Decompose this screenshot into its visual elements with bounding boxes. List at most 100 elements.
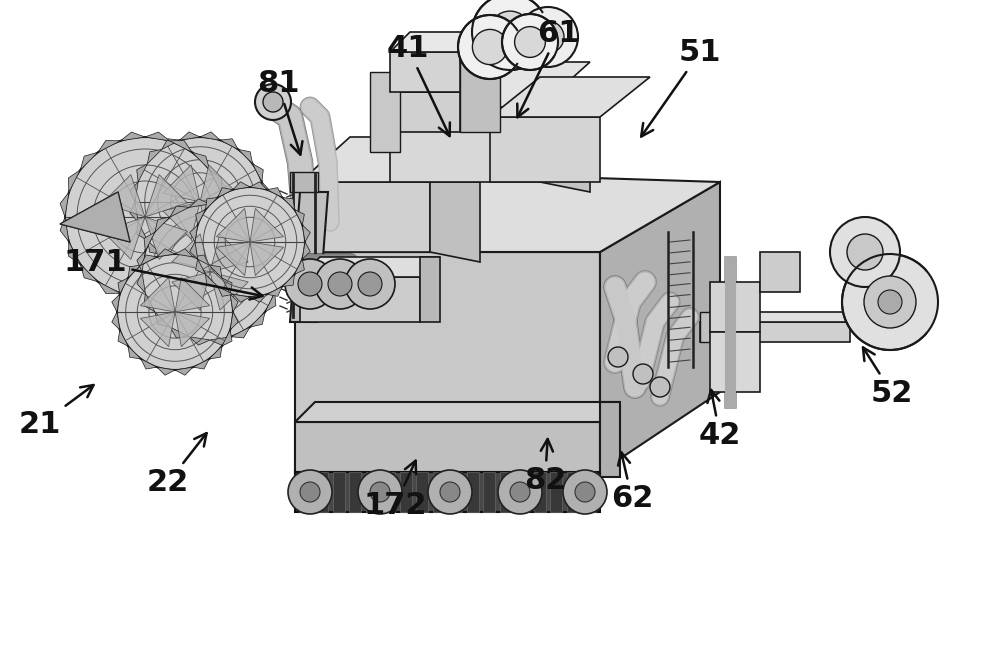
Circle shape: [472, 0, 548, 70]
Polygon shape: [68, 170, 80, 192]
Polygon shape: [216, 242, 250, 276]
Polygon shape: [192, 264, 210, 282]
Polygon shape: [250, 208, 284, 242]
Polygon shape: [155, 217, 170, 232]
Polygon shape: [302, 225, 310, 242]
Polygon shape: [490, 77, 650, 117]
Circle shape: [142, 204, 278, 340]
Circle shape: [510, 482, 530, 502]
Circle shape: [847, 234, 883, 270]
Polygon shape: [238, 149, 253, 164]
Polygon shape: [294, 259, 304, 274]
Polygon shape: [600, 402, 620, 477]
Circle shape: [563, 470, 607, 514]
Polygon shape: [170, 327, 189, 338]
Polygon shape: [145, 175, 187, 217]
Polygon shape: [540, 107, 590, 192]
Polygon shape: [700, 312, 710, 342]
Polygon shape: [218, 187, 233, 198]
Text: 172: 172: [363, 461, 427, 520]
Polygon shape: [500, 472, 512, 512]
Polygon shape: [162, 255, 180, 265]
Polygon shape: [267, 187, 282, 198]
Polygon shape: [400, 67, 480, 92]
Polygon shape: [157, 367, 175, 375]
Polygon shape: [196, 259, 206, 274]
Polygon shape: [98, 140, 120, 153]
Polygon shape: [210, 170, 222, 192]
Circle shape: [608, 347, 628, 367]
Polygon shape: [390, 52, 460, 92]
Polygon shape: [483, 472, 495, 512]
Text: 42: 42: [699, 390, 741, 450]
Polygon shape: [300, 277, 420, 322]
Polygon shape: [282, 198, 294, 210]
Polygon shape: [265, 293, 276, 312]
Polygon shape: [170, 206, 189, 217]
Polygon shape: [420, 257, 440, 322]
Polygon shape: [209, 265, 222, 278]
Polygon shape: [390, 107, 540, 182]
Text: 51: 51: [641, 38, 721, 136]
Polygon shape: [130, 182, 138, 202]
Polygon shape: [233, 294, 250, 302]
Text: 171: 171: [63, 247, 263, 300]
Circle shape: [633, 364, 653, 384]
Polygon shape: [200, 165, 237, 202]
Polygon shape: [130, 202, 138, 222]
Text: 82: 82: [524, 439, 566, 495]
Polygon shape: [230, 294, 238, 312]
Circle shape: [428, 470, 472, 514]
Text: 21: 21: [19, 385, 94, 439]
Polygon shape: [517, 472, 529, 512]
Polygon shape: [103, 217, 145, 259]
Polygon shape: [295, 252, 600, 472]
Polygon shape: [433, 472, 445, 512]
Polygon shape: [206, 198, 218, 210]
Circle shape: [298, 272, 322, 296]
Polygon shape: [760, 252, 800, 292]
Polygon shape: [282, 274, 294, 286]
Polygon shape: [192, 153, 210, 170]
Circle shape: [864, 276, 916, 328]
Polygon shape: [700, 322, 850, 342]
Polygon shape: [221, 217, 230, 242]
Circle shape: [842, 254, 938, 350]
Polygon shape: [467, 472, 479, 512]
Polygon shape: [275, 272, 283, 293]
Polygon shape: [220, 255, 238, 265]
Polygon shape: [190, 225, 198, 242]
Polygon shape: [180, 264, 200, 272]
Circle shape: [502, 14, 558, 70]
Polygon shape: [253, 164, 263, 182]
Polygon shape: [210, 272, 248, 310]
Polygon shape: [112, 294, 120, 312]
Polygon shape: [430, 182, 480, 262]
Polygon shape: [141, 359, 157, 369]
Polygon shape: [98, 282, 120, 294]
Polygon shape: [567, 472, 579, 512]
Polygon shape: [250, 217, 265, 232]
Circle shape: [878, 290, 902, 314]
Polygon shape: [295, 172, 720, 252]
Polygon shape: [250, 294, 267, 302]
Polygon shape: [147, 149, 162, 164]
Polygon shape: [295, 422, 600, 477]
Polygon shape: [60, 192, 69, 217]
Circle shape: [263, 92, 283, 112]
Polygon shape: [231, 327, 250, 338]
Polygon shape: [175, 278, 210, 312]
Polygon shape: [250, 181, 267, 190]
Polygon shape: [144, 293, 155, 312]
Polygon shape: [221, 192, 230, 217]
Polygon shape: [290, 172, 318, 192]
Polygon shape: [155, 312, 170, 327]
Polygon shape: [140, 278, 175, 312]
Circle shape: [489, 11, 531, 53]
Polygon shape: [210, 337, 231, 345]
Polygon shape: [250, 242, 284, 276]
Polygon shape: [80, 153, 98, 170]
Polygon shape: [80, 264, 98, 282]
Polygon shape: [170, 140, 192, 153]
Polygon shape: [210, 234, 248, 272]
